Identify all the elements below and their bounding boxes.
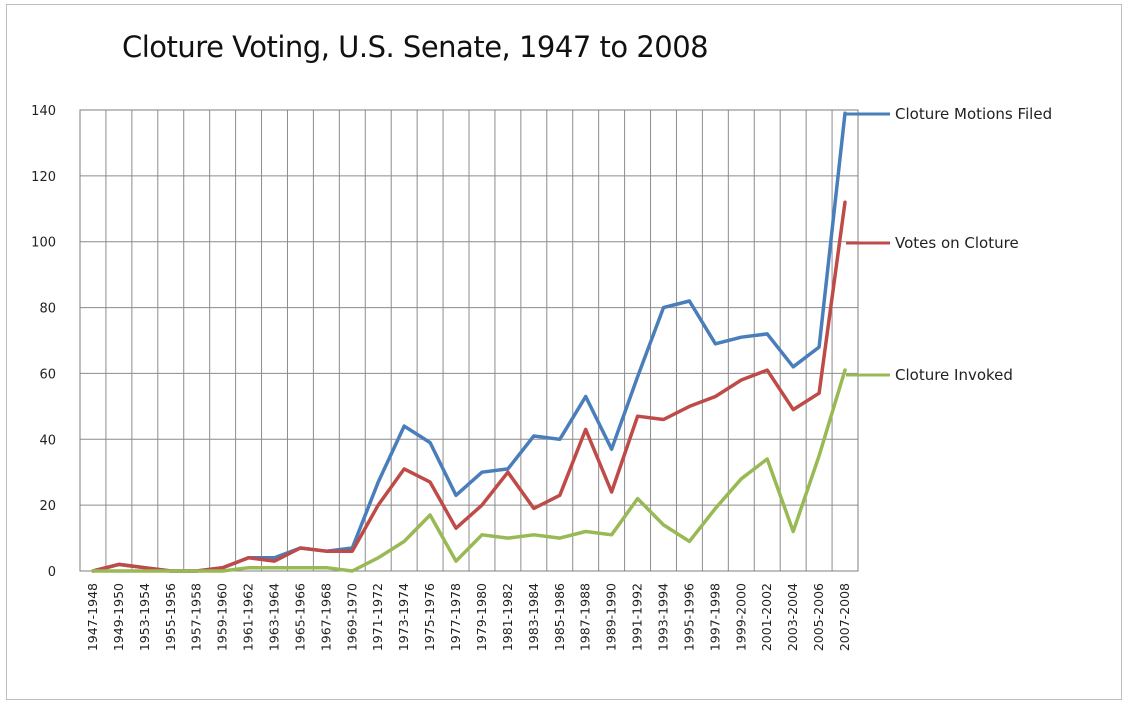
x-tick-label: 1969-1970 (344, 583, 359, 651)
x-tick-label: 2001-2002 (759, 583, 774, 651)
legend: Cloture Motions Filed Votes on Cloture Clo… (846, 105, 1052, 384)
x-tick-label: 1975-1976 (422, 583, 437, 651)
x-tick-label: 1955-1956 (163, 583, 178, 651)
x-tick-label: 1959-1960 (215, 583, 230, 651)
grid-lines (79, 109, 859, 572)
x-tick-label: 1949-1950 (111, 583, 126, 651)
x-tick-label: 1985-1986 (552, 583, 567, 651)
legend-label: Votes on Cloture (895, 234, 1019, 252)
x-tick-label: 1983-1984 (526, 583, 541, 651)
x-tick-label: 1991-1992 (630, 583, 645, 651)
legend-label: Cloture Invoked (895, 366, 1013, 384)
plot-border (79, 109, 859, 572)
y-tick-label: 40 (39, 433, 56, 448)
y-tick-label: 120 (31, 170, 56, 185)
x-tick-label: 2003-2004 (785, 583, 800, 651)
series-line-2 (91, 200, 847, 573)
x-tick-label: 1957-1958 (189, 583, 204, 651)
x-tick-label: 1979-1980 (474, 583, 489, 651)
y-tick-label: 0 (48, 565, 56, 580)
x-tick-label: 1971-1972 (370, 583, 385, 651)
x-tick-label: 1987-1988 (578, 583, 593, 651)
y-axis: 0 20 40 60 80 100 120 140 (31, 104, 56, 580)
y-tick-label: 20 (39, 499, 56, 514)
x-tick-label: 1973-1974 (396, 583, 411, 651)
x-tick-label: 1965-1966 (292, 583, 307, 651)
chart-frame (6, 4, 1122, 700)
x-tick-label: 1977-1978 (448, 583, 463, 651)
x-tick-label: 2005-2006 (811, 583, 826, 651)
y-tick-label: 80 (39, 302, 56, 317)
x-tick-label: 1963-1964 (267, 583, 282, 651)
x-tick-label: 1967-1968 (318, 583, 333, 651)
legend-label: Cloture Motions Filed (895, 105, 1052, 123)
x-tick-label: 1961-1962 (241, 583, 256, 651)
data-series (91, 111, 847, 573)
x-tick-label: 1993-1994 (656, 583, 671, 651)
x-axis: 1947-1948 1949-1950 1953-1954 1955-1956 1957… (85, 583, 852, 651)
x-tick-label: 1989-1990 (604, 583, 619, 651)
y-tick-label: 60 (39, 367, 56, 382)
x-tick-label: 1995-1996 (681, 583, 696, 651)
x-tick-label: 1953-1954 (137, 583, 152, 651)
x-tick-label: 1947-1948 (85, 583, 100, 651)
y-tick-label: 140 (31, 104, 56, 119)
series-line-3 (91, 368, 847, 573)
y-tick-label: 100 (31, 236, 56, 251)
x-tick-label: 1997-1998 (707, 583, 722, 651)
chart-title: Cloture Voting, U.S. Senate, 1947 to 200… (122, 30, 709, 64)
x-tick-label: 1981-1982 (500, 583, 515, 651)
x-tick-label: 2007-2008 (837, 583, 852, 651)
x-tick-label: 1999-2000 (733, 583, 748, 651)
